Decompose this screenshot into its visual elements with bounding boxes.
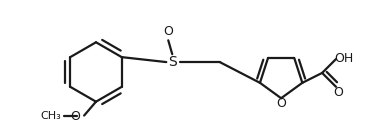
Text: OH: OH <box>334 52 353 65</box>
Text: O: O <box>333 86 343 99</box>
Text: CH₃: CH₃ <box>41 111 61 121</box>
Text: O: O <box>70 109 80 122</box>
Text: O: O <box>276 97 286 110</box>
Text: S: S <box>168 55 177 69</box>
Text: O: O <box>163 25 173 38</box>
